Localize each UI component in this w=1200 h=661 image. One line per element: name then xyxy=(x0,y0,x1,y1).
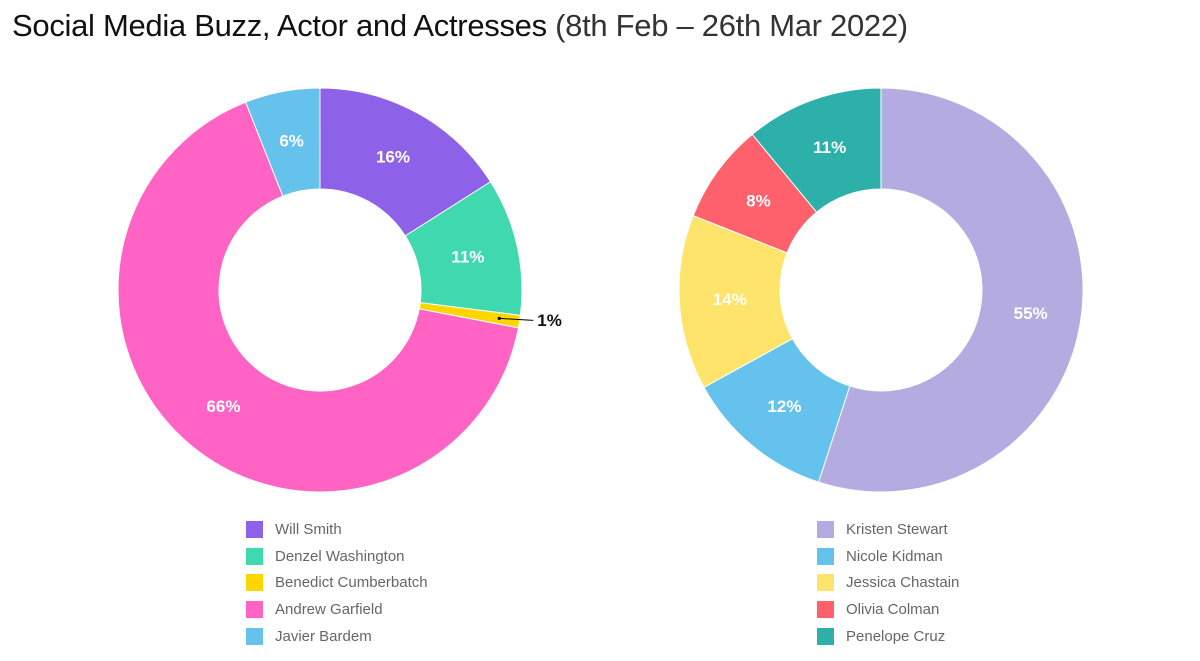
legend-label: Andrew Garfield xyxy=(275,601,383,619)
data-label-denzel-washington: 11% xyxy=(451,247,484,266)
legend-label: Olivia Colman xyxy=(846,601,940,619)
chart-title: Social Media Buzz, Actor and Actresses (… xyxy=(12,8,908,44)
legend-label: Denzel Washington xyxy=(275,547,405,565)
data-label-andrew-garfield: 66% xyxy=(206,397,240,416)
legend-item-jessica-chastain: Jessica Chastain xyxy=(817,570,959,597)
data-label-nicole-kidman: 12% xyxy=(767,397,801,416)
legend-swatch xyxy=(817,628,834,646)
legend-swatch xyxy=(246,574,263,592)
actresses-legend: Kristen Stewart Nicole Kidman Jessica Chas… xyxy=(817,516,959,650)
legend-label: Benedict Cumberbatch xyxy=(275,574,428,592)
legend-swatch xyxy=(246,547,263,565)
legend-item-andrew-garfield: Andrew Garfield xyxy=(246,596,428,623)
data-label-kristen-stewart: 55% xyxy=(1014,304,1048,323)
legend-swatch xyxy=(246,601,263,619)
actors-donut-chart: 16% 11% 1% 66% 6% xyxy=(117,87,562,493)
label-leader-dot xyxy=(497,316,501,320)
legend-item-will-smith: Will Smith xyxy=(246,516,428,543)
data-label-benedict-cumberbatch: 1% xyxy=(537,311,562,330)
legend-label: Jessica Chastain xyxy=(846,574,960,592)
legend-item-javier-bardem: Javier Bardem xyxy=(246,623,428,650)
legend-swatch xyxy=(817,574,834,592)
chart-title-date-range: (8th Feb – 26th Mar 2022) xyxy=(555,8,908,43)
legend-label: Penelope Cruz xyxy=(846,628,946,646)
legend-label: Will Smith xyxy=(275,520,342,538)
slice-javier-bardem xyxy=(244,87,321,197)
legend-label: Javier Bardem xyxy=(275,628,372,646)
actresses-donut-chart: 55% 12% 14% 8% 11% xyxy=(678,87,1084,493)
data-label-olivia-colman: 8% xyxy=(746,191,771,210)
legend-item-kristen-stewart: Kristen Stewart xyxy=(817,516,959,543)
legend-item-penelope-cruz: Penelope Cruz xyxy=(817,623,959,650)
slice-jessica-chastain xyxy=(678,214,794,388)
legend-label: Kristen Stewart xyxy=(846,520,948,538)
legend-swatch xyxy=(817,520,834,538)
legend-swatch xyxy=(817,601,834,619)
data-label-penelope-cruz: 11% xyxy=(813,138,846,157)
legend-item-benedict-cumberbatch: Benedict Cumberbatch xyxy=(246,570,428,597)
legend-swatch xyxy=(246,520,263,538)
label-leader-line xyxy=(499,317,534,321)
slice-andrew-garfield xyxy=(117,101,520,493)
legend-item-denzel-washington: Denzel Washington xyxy=(246,543,428,570)
legend-item-nicole-kidman: Nicole Kidman xyxy=(817,543,959,570)
legend-label: Nicole Kidman xyxy=(846,547,943,565)
legend-swatch xyxy=(246,628,263,646)
slice-penelope-cruz xyxy=(751,87,882,213)
data-label-will-smith: 16% xyxy=(376,148,410,167)
chart-title-main: Social Media Buzz, Actor and Actresses xyxy=(12,8,547,43)
legend-item-olivia-colman: Olivia Colman xyxy=(817,596,959,623)
actors-legend: Will Smith Denzel Washington Benedict Cumb… xyxy=(246,516,428,650)
slice-kristen-stewart xyxy=(817,87,1084,493)
data-label-javier-bardem: 6% xyxy=(279,132,304,151)
data-label-jessica-chastain: 14% xyxy=(713,290,747,309)
legend-swatch xyxy=(817,547,834,565)
slice-will-smith xyxy=(319,87,492,237)
